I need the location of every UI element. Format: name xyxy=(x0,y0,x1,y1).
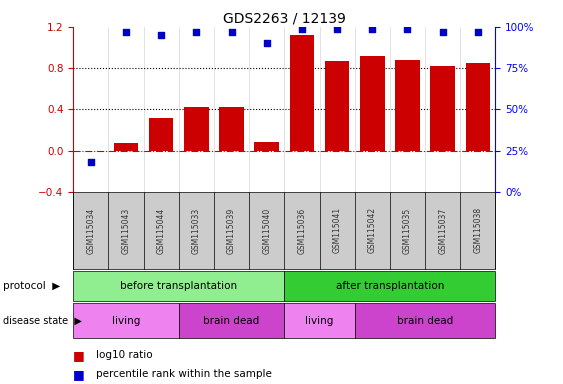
Text: GSM115035: GSM115035 xyxy=(403,207,412,253)
Text: after transplantation: after transplantation xyxy=(336,281,444,291)
Point xyxy=(192,29,201,35)
Bar xyxy=(360,56,385,151)
Point xyxy=(473,29,482,35)
Point xyxy=(297,25,306,31)
Text: living: living xyxy=(305,316,334,326)
Text: brain dead: brain dead xyxy=(203,316,260,326)
Point xyxy=(262,40,271,46)
Point xyxy=(157,32,166,38)
Text: disease state  ▶: disease state ▶ xyxy=(3,316,82,326)
Point xyxy=(227,29,236,35)
Text: GSM115033: GSM115033 xyxy=(192,207,201,253)
Text: log10 ratio: log10 ratio xyxy=(96,350,153,360)
Bar xyxy=(395,60,420,151)
Point xyxy=(368,25,377,31)
Text: GSM115041: GSM115041 xyxy=(333,207,342,253)
Text: GSM115037: GSM115037 xyxy=(438,207,447,253)
Text: GSM115036: GSM115036 xyxy=(297,207,306,253)
Bar xyxy=(114,144,138,151)
Text: GSM115039: GSM115039 xyxy=(227,207,236,253)
Bar xyxy=(289,35,314,151)
Bar xyxy=(254,142,279,151)
Text: GSM115042: GSM115042 xyxy=(368,207,377,253)
Point xyxy=(403,25,412,31)
Bar xyxy=(325,61,350,151)
Text: before transplantation: before transplantation xyxy=(120,281,238,291)
Text: ■: ■ xyxy=(73,368,89,381)
Point xyxy=(122,29,131,35)
Text: GSM115040: GSM115040 xyxy=(262,207,271,253)
Bar xyxy=(430,66,455,151)
Text: GSM115034: GSM115034 xyxy=(86,207,95,253)
Text: GSM115044: GSM115044 xyxy=(157,207,166,253)
Text: ■: ■ xyxy=(73,349,89,362)
Point xyxy=(438,29,447,35)
Text: percentile rank within the sample: percentile rank within the sample xyxy=(96,369,271,379)
Text: brain dead: brain dead xyxy=(397,316,453,326)
Text: GSM115043: GSM115043 xyxy=(122,207,131,253)
Point xyxy=(333,25,342,31)
Text: GSM115038: GSM115038 xyxy=(473,207,482,253)
Bar xyxy=(219,108,244,151)
Bar xyxy=(466,63,490,151)
Text: protocol  ▶: protocol ▶ xyxy=(3,281,60,291)
Point xyxy=(86,159,95,166)
Bar xyxy=(149,118,173,151)
Bar xyxy=(184,108,209,151)
Text: living: living xyxy=(112,316,140,326)
Text: GDS2263 / 12139: GDS2263 / 12139 xyxy=(223,12,346,25)
